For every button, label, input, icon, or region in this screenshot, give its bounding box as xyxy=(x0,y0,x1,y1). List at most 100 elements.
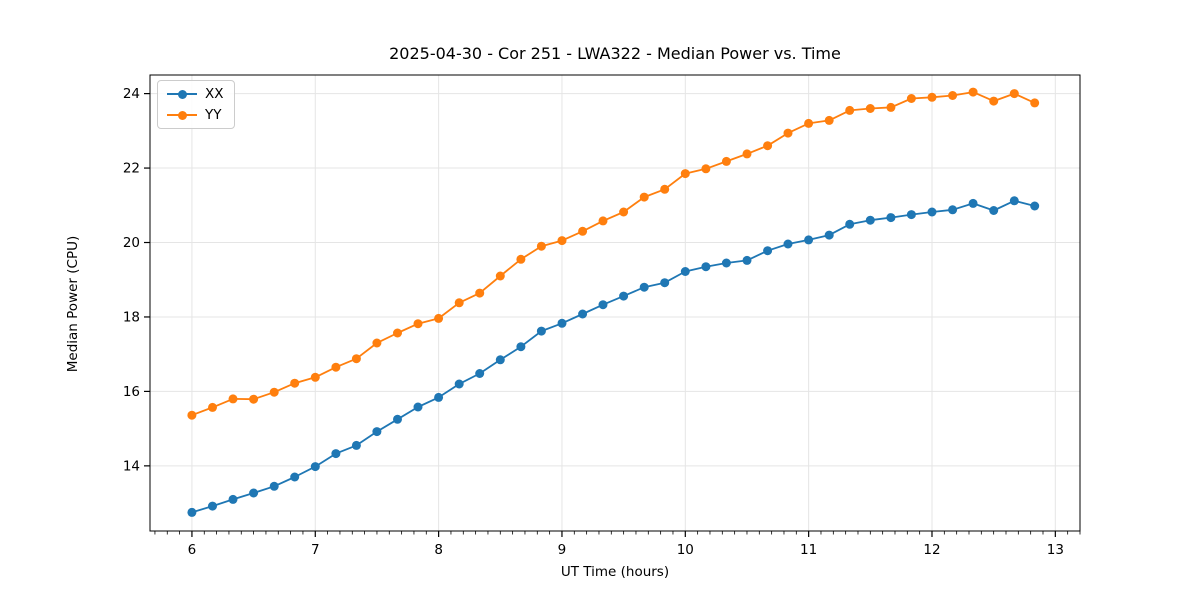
data-point-xx xyxy=(989,206,999,215)
data-point-xx xyxy=(413,402,423,412)
data-point-yy xyxy=(331,362,341,372)
data-point-xx xyxy=(742,255,752,265)
data-point-xx xyxy=(906,210,916,220)
data-point-yy xyxy=(845,105,855,115)
data-point-yy xyxy=(865,104,875,113)
data-point-xx xyxy=(290,472,300,482)
data-point-xx xyxy=(434,392,444,402)
data-point-xx xyxy=(516,342,526,352)
data-point-xx xyxy=(1009,196,1019,206)
legend-item-yy: YY xyxy=(167,107,224,123)
data-point-yy xyxy=(495,271,505,281)
data-point-xx xyxy=(701,262,711,272)
data-point-xx xyxy=(187,507,197,517)
data-point-yy xyxy=(742,149,752,159)
data-point-xx xyxy=(393,414,402,424)
data-point-xx xyxy=(619,291,629,301)
data-point-yy xyxy=(906,94,916,103)
data-point-xx xyxy=(865,215,875,225)
data-point-yy xyxy=(701,164,711,174)
data-point-xx xyxy=(578,309,588,319)
data-point-yy xyxy=(516,254,526,264)
x-tick-label: 7 xyxy=(311,542,320,558)
legend-marker-yy xyxy=(167,110,197,120)
data-point-yy xyxy=(249,394,259,404)
data-point-yy xyxy=(372,338,382,348)
data-point-xx xyxy=(721,258,731,268)
x-tick-label: 9 xyxy=(558,542,567,558)
data-point-yy xyxy=(208,402,217,412)
x-tick-label: 8 xyxy=(434,542,443,558)
data-point-xx xyxy=(886,213,896,223)
data-point-xx xyxy=(208,501,217,511)
data-point-xx xyxy=(598,300,608,310)
legend: XX YY xyxy=(157,80,235,129)
data-point-yy xyxy=(1030,98,1040,108)
data-point-yy xyxy=(536,241,546,251)
data-point-yy xyxy=(989,96,999,106)
data-point-xx xyxy=(536,326,546,336)
chart-title: 2025-04-30 - Cor 251 - LWA322 - Median P… xyxy=(389,44,841,63)
data-point-xx xyxy=(927,207,937,217)
data-point-xx xyxy=(249,488,259,498)
data-point-yy xyxy=(763,141,773,151)
data-point-xx xyxy=(310,462,320,472)
x-tick-label: 10 xyxy=(677,542,694,558)
data-point-yy xyxy=(578,226,588,236)
data-point-xx xyxy=(454,379,464,389)
data-point-yy xyxy=(721,156,731,166)
y-tick-label: 20 xyxy=(123,235,140,251)
data-point-xx xyxy=(824,230,834,240)
data-point-yy xyxy=(187,410,197,420)
data-point-yy xyxy=(557,236,567,246)
data-point-xx xyxy=(1030,201,1040,211)
data-point-yy xyxy=(475,288,485,298)
data-point-yy xyxy=(824,115,834,125)
data-point-xx xyxy=(680,267,690,276)
data-point-xx xyxy=(495,355,505,365)
data-point-xx xyxy=(804,235,814,245)
legend-label-yy: YY xyxy=(205,107,222,123)
x-axis-label: UT Time (hours) xyxy=(560,564,670,580)
y-axis-label: Median Power (CPU) xyxy=(65,235,81,373)
data-point-xx xyxy=(331,449,341,459)
x-tick-label: 6 xyxy=(188,542,197,558)
data-point-xx xyxy=(968,198,978,208)
data-point-yy xyxy=(598,216,608,226)
data-point-yy xyxy=(783,128,793,138)
data-point-xx xyxy=(660,278,670,288)
data-point-yy xyxy=(228,394,238,404)
y-tick-label: 22 xyxy=(123,161,140,177)
x-tick-label: 11 xyxy=(800,542,817,558)
data-point-xx xyxy=(351,440,361,450)
data-point-yy xyxy=(310,372,320,382)
data-point-yy xyxy=(660,184,670,194)
series-line-yy xyxy=(191,91,1036,417)
data-point-xx xyxy=(639,282,649,292)
y-tick-label: 24 xyxy=(123,86,140,102)
data-point-yy xyxy=(454,298,464,308)
legend-marker-xx xyxy=(167,89,197,99)
data-point-yy xyxy=(680,169,690,179)
data-point-xx xyxy=(269,481,279,491)
data-point-xx xyxy=(763,246,773,256)
data-point-yy xyxy=(290,378,300,388)
y-tick-label: 18 xyxy=(123,309,140,325)
data-point-yy xyxy=(619,207,629,217)
data-point-yy xyxy=(927,92,937,102)
data-point-yy xyxy=(393,328,402,338)
legend-label-xx: XX xyxy=(205,86,224,102)
data-point-yy xyxy=(351,354,361,364)
axes-spines xyxy=(149,74,1081,532)
data-point-yy xyxy=(948,91,958,100)
legend-item-xx: XX xyxy=(167,86,224,102)
data-point-xx xyxy=(228,494,238,504)
y-tick-label: 14 xyxy=(123,458,140,474)
data-point-yy xyxy=(434,313,444,323)
data-point-yy xyxy=(804,118,814,128)
x-tick-label: 12 xyxy=(923,542,940,558)
data-point-xx xyxy=(372,427,382,437)
data-point-xx xyxy=(783,239,793,249)
